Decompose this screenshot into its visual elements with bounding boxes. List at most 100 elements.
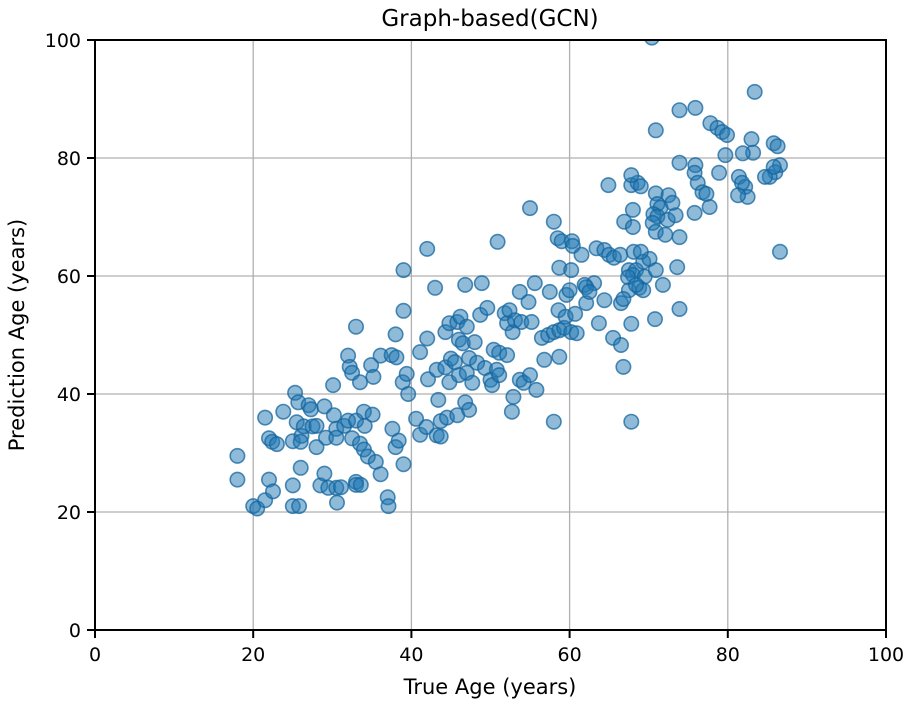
data-point bbox=[644, 40, 660, 46]
data-point bbox=[351, 374, 368, 391]
data-point bbox=[446, 354, 463, 371]
data-point bbox=[615, 358, 632, 375]
data-point bbox=[398, 365, 415, 382]
data-point bbox=[432, 428, 449, 445]
data-point bbox=[328, 494, 345, 511]
chart-title: Graph-based(GCN) bbox=[381, 6, 598, 32]
data-point bbox=[657, 226, 674, 243]
data-point bbox=[654, 276, 671, 293]
y-tick-label: 40 bbox=[57, 384, 81, 406]
x-tick-label: 100 bbox=[868, 644, 904, 666]
data-point bbox=[624, 201, 641, 218]
data-point bbox=[395, 302, 412, 319]
data-point bbox=[427, 279, 444, 296]
y-tick-label: 80 bbox=[57, 148, 81, 170]
data-point bbox=[419, 330, 436, 347]
data-point bbox=[563, 262, 580, 279]
data-point bbox=[581, 283, 598, 300]
data-point bbox=[328, 429, 345, 446]
data-point bbox=[387, 326, 404, 343]
data-point bbox=[464, 374, 481, 391]
data-point bbox=[734, 145, 751, 162]
data-point bbox=[730, 187, 747, 204]
y-tick-label: 20 bbox=[57, 502, 81, 524]
data-point bbox=[647, 262, 664, 279]
data-point bbox=[473, 275, 490, 292]
data-point bbox=[717, 147, 734, 164]
data-point bbox=[458, 318, 475, 335]
data-point bbox=[765, 158, 782, 175]
data-point bbox=[412, 344, 429, 361]
data-point bbox=[743, 131, 760, 148]
data-point bbox=[545, 413, 562, 430]
data-point bbox=[418, 418, 435, 435]
data-point bbox=[325, 377, 342, 394]
data-point bbox=[400, 385, 417, 402]
y-tick-label: 100 bbox=[45, 30, 81, 52]
data-point bbox=[612, 336, 629, 353]
data-point bbox=[632, 243, 649, 260]
data-point bbox=[568, 325, 585, 342]
data-point bbox=[671, 229, 688, 246]
data-point bbox=[523, 313, 540, 330]
x-tick-label: 60 bbox=[558, 644, 582, 666]
data-point bbox=[257, 409, 274, 426]
data-point bbox=[292, 433, 309, 450]
data-point bbox=[308, 439, 325, 456]
scatter-points bbox=[229, 40, 788, 517]
data-point bbox=[664, 194, 681, 211]
y-axis-label: Prediction Age (years) bbox=[5, 219, 29, 451]
data-point bbox=[229, 447, 246, 464]
data-point bbox=[292, 459, 309, 476]
data-point bbox=[551, 348, 568, 365]
data-point bbox=[302, 401, 319, 418]
data-point bbox=[332, 479, 349, 496]
data-point bbox=[567, 305, 584, 322]
data-point bbox=[430, 391, 447, 408]
data-point bbox=[623, 315, 640, 332]
data-point bbox=[671, 300, 688, 317]
data-point bbox=[590, 315, 607, 332]
data-point bbox=[505, 388, 522, 405]
data-point bbox=[364, 406, 381, 423]
data-point bbox=[520, 293, 537, 310]
data-point bbox=[316, 465, 333, 482]
data-point bbox=[756, 168, 773, 185]
data-point bbox=[545, 213, 562, 230]
data-point bbox=[395, 456, 412, 473]
data-point bbox=[627, 276, 644, 293]
plot-border bbox=[94, 39, 887, 631]
y-axis-ticks: 0 20 40 60 80 100 bbox=[45, 30, 95, 642]
gridlines bbox=[94, 39, 887, 631]
data-point bbox=[352, 476, 369, 493]
data-point bbox=[561, 282, 578, 299]
data-point bbox=[536, 351, 553, 368]
data-point bbox=[408, 410, 425, 427]
data-point bbox=[521, 367, 538, 384]
data-point bbox=[308, 417, 325, 434]
data-point bbox=[264, 483, 281, 500]
data-point bbox=[390, 432, 407, 449]
data-point bbox=[646, 311, 663, 328]
data-point bbox=[268, 436, 285, 453]
y-tick-label: 60 bbox=[57, 266, 81, 288]
data-point bbox=[711, 164, 728, 181]
data-point bbox=[395, 262, 412, 279]
data-point bbox=[718, 127, 735, 144]
data-point bbox=[461, 401, 478, 418]
data-point bbox=[771, 243, 788, 260]
data-point bbox=[356, 417, 373, 434]
data-point bbox=[623, 167, 640, 184]
x-tick-label: 20 bbox=[241, 644, 265, 666]
data-point bbox=[489, 233, 506, 250]
data-point bbox=[388, 349, 405, 366]
x-tick-label: 80 bbox=[716, 644, 740, 666]
x-axis-label: True Age (years) bbox=[403, 675, 577, 699]
data-point bbox=[746, 83, 763, 100]
data-point bbox=[624, 219, 641, 236]
data-point bbox=[596, 292, 613, 309]
data-point bbox=[291, 498, 308, 515]
data-point bbox=[365, 368, 382, 385]
